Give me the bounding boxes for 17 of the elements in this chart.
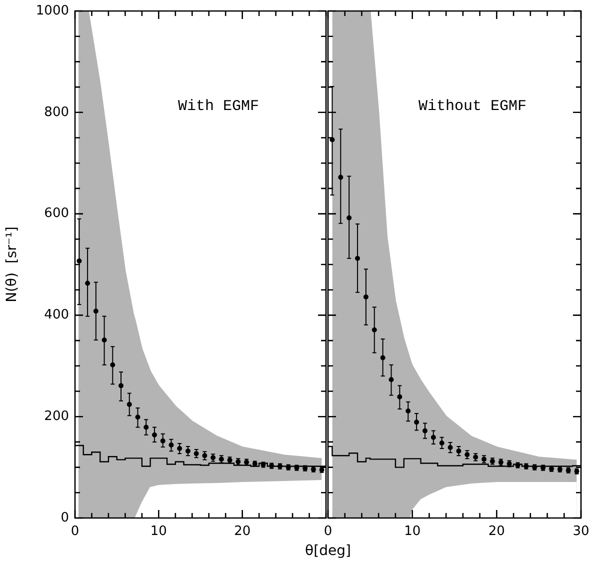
y-axis-title: N(θ) [sr⁻¹] xyxy=(4,226,20,302)
x-tick-label: 30 xyxy=(572,524,590,540)
x-axis-title: θ[deg] xyxy=(305,543,351,559)
x-tick-label: 10 xyxy=(150,524,167,540)
x-tick-label: 20 xyxy=(234,524,251,540)
y-tick-label: 800 xyxy=(44,104,69,120)
y-tick-label: 1000 xyxy=(36,3,69,18)
y-tick-label: 200 xyxy=(44,408,69,424)
y-tick-label: 400 xyxy=(44,308,69,323)
y-tick-label: 0 xyxy=(60,510,69,526)
x-tick-label: 0 xyxy=(70,524,80,540)
x-tick-label: 20 xyxy=(488,524,505,540)
annotation: With EGMF xyxy=(178,98,260,115)
y-tick-label: 600 xyxy=(44,206,69,222)
x-tick-label: 10 xyxy=(404,524,421,540)
x-tick-label: 0 xyxy=(324,524,332,540)
annotation: Without EGMF xyxy=(418,98,527,115)
